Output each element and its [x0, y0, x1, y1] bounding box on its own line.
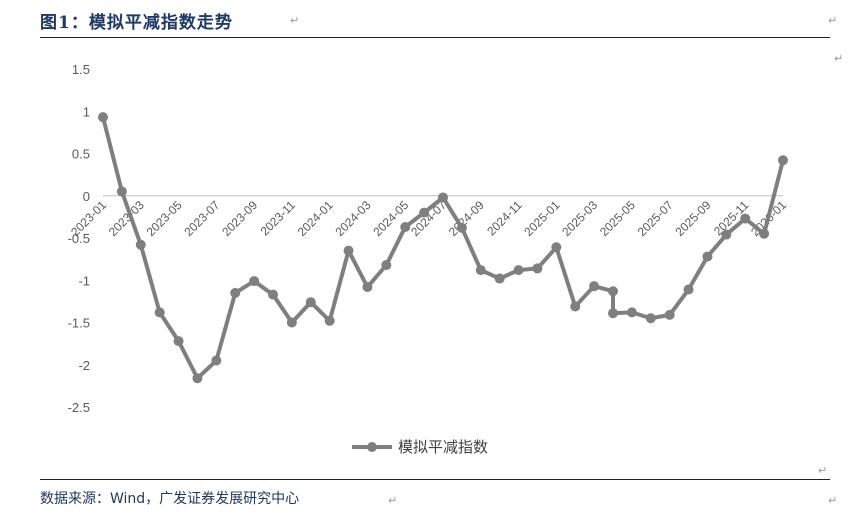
data-point	[362, 282, 373, 293]
y-tick-label: 0	[83, 189, 90, 204]
data-point	[702, 251, 713, 262]
y-tick-label: 1.5	[72, 62, 90, 77]
data-point	[664, 309, 675, 320]
data-point	[645, 313, 656, 324]
y-tick-label: -2.5	[68, 400, 90, 415]
y-tick-label: -2	[78, 358, 90, 373]
data-point	[494, 273, 505, 284]
x-tick-label: 2023-09	[219, 198, 260, 239]
data-point	[551, 242, 562, 253]
data-point	[192, 373, 203, 384]
x-tick-label: 2025-01	[521, 198, 562, 239]
source-note: 数据来源：Wind，广发证券发展研究中心	[40, 491, 300, 507]
data-point	[230, 287, 241, 298]
y-axis: 1.5 1 0.5 0 -0.5 -1 -1.5 -2 -2.5	[68, 62, 90, 415]
data-point	[608, 286, 618, 297]
x-tick-label: 2025-09	[673, 198, 714, 239]
x-axis: 2023-012023-032023-052023-072023-092023-…	[68, 198, 789, 239]
y-tick-label: -0.5	[68, 231, 90, 246]
data-point	[381, 260, 392, 271]
data-point	[589, 281, 600, 292]
data-point	[759, 228, 770, 239]
data-point	[343, 245, 354, 256]
title-rule	[40, 37, 830, 38]
y-tick-label: 0.5	[72, 147, 90, 162]
data-point	[135, 239, 146, 250]
data-point	[211, 355, 222, 366]
paragraph-mark-icon: ↵	[818, 464, 828, 477]
data-point	[778, 155, 788, 166]
data-point	[268, 289, 278, 300]
x-tick-label: 2025-05	[597, 198, 638, 239]
series-group	[98, 112, 788, 384]
paragraph-mark-icon: ↵	[828, 14, 838, 27]
x-tick-label: 2024-03	[333, 198, 374, 239]
y-tick-label: 1	[83, 104, 90, 119]
data-point	[740, 213, 751, 224]
data-point	[400, 222, 411, 233]
data-point	[438, 192, 448, 203]
y-tick-label: -1.5	[68, 316, 90, 331]
data-point	[419, 207, 430, 218]
paragraph-mark-icon: ↵	[290, 14, 300, 27]
data-point	[683, 284, 694, 295]
x-tick-label: 2024-05	[370, 198, 411, 239]
data-point	[154, 307, 165, 318]
data-point	[475, 265, 486, 276]
x-tick-label: 2024-01	[295, 198, 336, 239]
paragraph-mark-icon: ↵	[828, 494, 838, 507]
data-point	[513, 265, 524, 276]
x-tick-label: 2023-11	[258, 198, 299, 239]
x-tick-label: 2025-07	[635, 198, 676, 239]
data-point	[173, 336, 184, 347]
legend-label: 模拟平减指数	[398, 438, 488, 456]
paragraph-mark-icon: ↵	[834, 52, 844, 65]
data-point	[116, 186, 127, 197]
paragraph-mark-icon: ↵	[388, 494, 398, 507]
data-point	[626, 307, 637, 318]
data-point	[249, 276, 260, 287]
data-point	[608, 308, 618, 319]
data-point	[98, 112, 108, 123]
data-point	[532, 263, 543, 274]
x-tick-label: 2024-11	[484, 198, 525, 239]
series-line	[101, 116, 785, 381]
legend-swatch-marker	[367, 442, 377, 452]
data-point	[721, 229, 732, 240]
x-tick-label: 2023-07	[181, 198, 222, 239]
data-point	[324, 315, 335, 326]
figure-title: 图1：模拟平减指数走势	[40, 13, 233, 33]
x-tick-label: 2024-09	[446, 198, 487, 239]
data-point	[305, 297, 316, 308]
x-tick-label: 2023-05	[144, 198, 185, 239]
data-point	[286, 317, 297, 328]
source-rule	[40, 479, 830, 480]
data-point	[570, 301, 581, 312]
legend: 模拟平减指数	[352, 438, 488, 456]
data-point	[456, 222, 467, 233]
x-tick-label: 2025-03	[559, 198, 600, 239]
y-tick-label: -1	[78, 273, 90, 288]
